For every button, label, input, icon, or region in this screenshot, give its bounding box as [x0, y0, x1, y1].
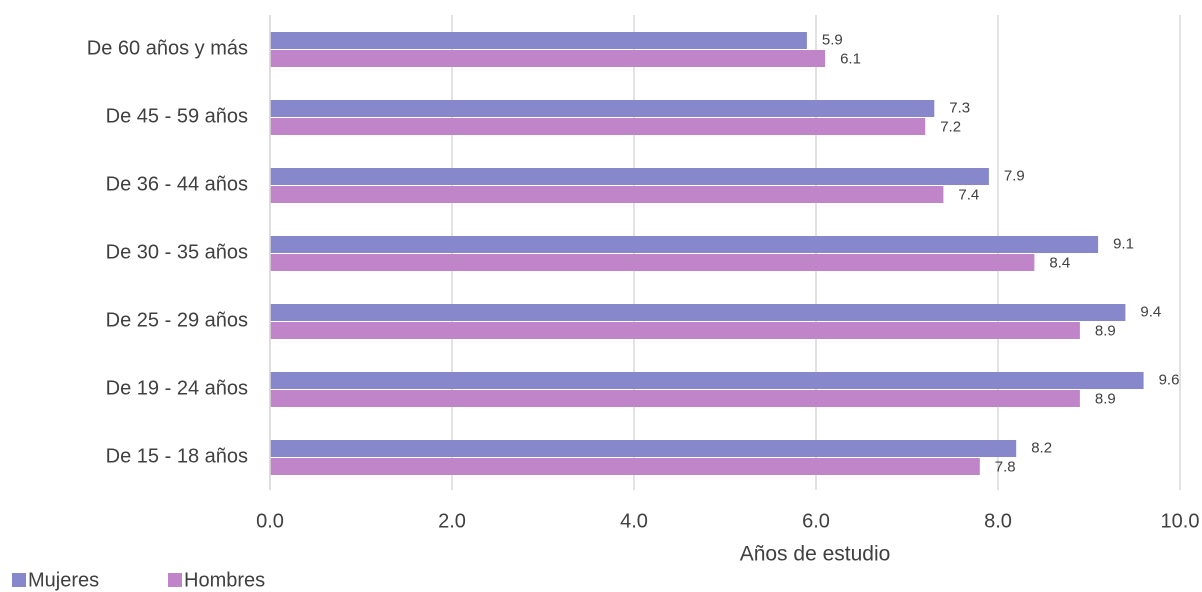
bar: [270, 372, 1144, 389]
data-label: 7.2: [940, 118, 961, 135]
bar: [270, 254, 1035, 271]
data-label: 8.4: [1049, 254, 1070, 271]
bar: [270, 100, 935, 117]
y-tick-label: De 30 - 35 años: [106, 241, 248, 263]
x-tick-label: 6.0: [802, 510, 830, 532]
data-label: 8.2: [1031, 439, 1052, 456]
y-tick-label: De 25 - 29 años: [106, 309, 248, 331]
x-axis-title: Años de estudio: [740, 543, 891, 566]
data-label: 7.3: [949, 99, 970, 116]
bar: [270, 236, 1099, 253]
data-label: 7.9: [1004, 167, 1025, 184]
y-tick-label: De 45 - 59 años: [106, 105, 248, 127]
y-tick-label: De 36 - 44 años: [106, 173, 248, 195]
data-label: 7.4: [958, 186, 979, 203]
data-label: 9.1: [1113, 235, 1134, 252]
x-tick-label: 10.0: [1161, 510, 1200, 532]
data-label: 7.8: [995, 458, 1016, 475]
data-label: 5.9: [822, 31, 843, 48]
legend-label: Mujeres: [28, 569, 99, 591]
y-tick-label: De 19 - 24 años: [106, 377, 248, 399]
bar: [270, 304, 1126, 321]
data-label: 9.4: [1140, 303, 1161, 320]
bar: [270, 322, 1080, 339]
x-tick-label: 0.0: [256, 510, 284, 532]
legend-swatch: [168, 573, 182, 587]
legend-label: Hombres: [184, 569, 265, 591]
bar: [270, 168, 989, 185]
data-label: 9.6: [1159, 371, 1180, 388]
legend-swatch: [12, 573, 26, 587]
y-tick-label: De 15 - 18 años: [106, 445, 248, 467]
bar: [270, 186, 944, 203]
bar: [270, 458, 980, 475]
bar: [270, 390, 1080, 407]
bar: [270, 32, 807, 49]
data-label: 6.1: [840, 50, 861, 67]
bar: [270, 118, 926, 135]
x-tick-label: 8.0: [984, 510, 1012, 532]
bar: [270, 440, 1017, 457]
data-label: 8.9: [1095, 390, 1116, 407]
y-tick-label: De 60 años y más: [87, 37, 248, 59]
bar: [270, 50, 826, 67]
x-tick-label: 2.0: [438, 510, 466, 532]
x-tick-label: 4.0: [620, 510, 648, 532]
data-label: 8.9: [1095, 322, 1116, 339]
